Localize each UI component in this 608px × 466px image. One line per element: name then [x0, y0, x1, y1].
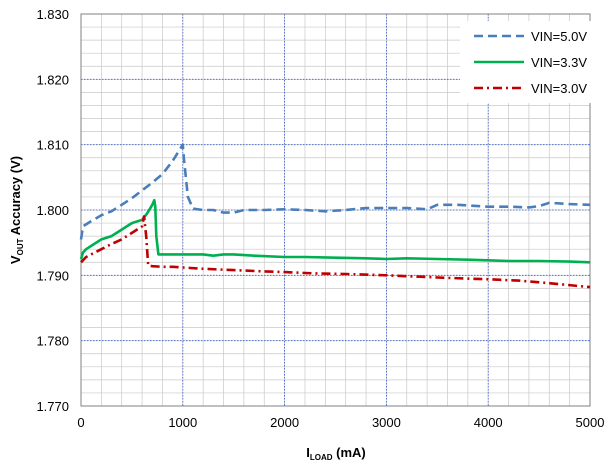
- y-tick-label: 1.770: [36, 399, 69, 414]
- y-tick-label: 1.830: [36, 7, 69, 22]
- x-tick-label: 4000: [474, 415, 503, 430]
- y-tick-label: 1.780: [36, 334, 69, 349]
- legend-label-vin-3v: VIN=3.0V: [531, 81, 587, 96]
- series-layer: [79, 143, 591, 289]
- x-tick-label: 5000: [576, 415, 605, 430]
- y-axis-tick-labels: 1.770 1.780 1.790 1.800 1.810 1.820 1.830: [36, 7, 69, 414]
- x-tick-label: 2000: [270, 415, 299, 430]
- y-tick-label: 1.800: [36, 203, 69, 218]
- x-axis-title: ILOAD (mA): [306, 445, 366, 462]
- y-axis-title: VOUT Accuracy (V): [8, 156, 25, 264]
- y-tick-label: 1.810: [36, 138, 69, 153]
- y-tick-label: 1.790: [36, 268, 69, 283]
- legend: VIN=5.0V VIN=3.3V VIN=3.0V: [460, 21, 591, 103]
- x-axis-tick-labels: 0 1000 2000 3000 4000 5000: [77, 415, 604, 430]
- series-line-1: [79, 198, 591, 264]
- y-tick-label: 1.820: [36, 72, 69, 87]
- x-tick-label: 1000: [168, 415, 197, 430]
- x-tick-label: 0: [77, 415, 84, 430]
- legend-label-vin-3-3v: VIN=3.3V: [531, 55, 587, 70]
- x-tick-label: 3000: [372, 415, 401, 430]
- legend-label-vin-5v: VIN=5.0V: [531, 29, 587, 44]
- series-line-2: [80, 215, 591, 289]
- plot-area-border: [80, 13, 591, 407]
